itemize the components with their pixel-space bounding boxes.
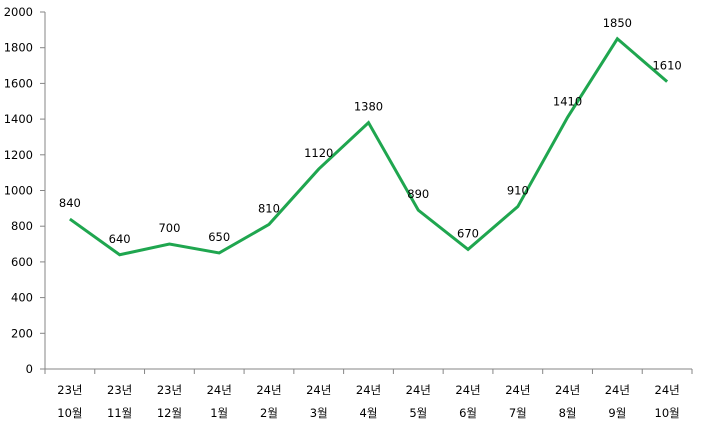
y-tick-label: 1400 <box>4 112 33 126</box>
x-tick-label-month: 4월 <box>360 406 378 420</box>
y-tick-label: 400 <box>11 291 33 305</box>
x-tick-label-month: 8월 <box>559 406 577 420</box>
data-label: 700 <box>158 221 180 235</box>
x-tick-label-year: 24년 <box>455 383 480 397</box>
data-label: 890 <box>407 187 429 201</box>
x-tick-label-year: 23년 <box>57 383 82 397</box>
x-tick-label-year: 24년 <box>505 383 530 397</box>
x-tick-label-year: 24년 <box>256 383 281 397</box>
y-tick-label: 2000 <box>4 5 33 19</box>
x-tick-label-year: 24년 <box>655 383 680 397</box>
x-tick-label-month: 10월 <box>57 406 82 420</box>
series-line <box>69 36 669 257</box>
x-tick-label-month: 2월 <box>260 406 278 420</box>
y-tick-label: 1800 <box>4 41 33 55</box>
y-tick-label: 0 <box>26 362 33 376</box>
data-label: 1120 <box>304 146 333 160</box>
data-label: 650 <box>208 230 230 244</box>
x-tick-label-month: 12월 <box>157 406 182 420</box>
y-tick-label: 200 <box>11 326 33 340</box>
data-label: 1850 <box>603 16 632 30</box>
x-tick-label-year: 24년 <box>356 383 381 397</box>
x-tick-label-year: 24년 <box>406 383 431 397</box>
x-tick-label-month: 11월 <box>107 406 132 420</box>
data-label: 1380 <box>354 100 383 114</box>
x-tick-label-year: 23년 <box>107 383 132 397</box>
y-axis: 0 200 400 600 800 1000 1200 1400 1600 1800 2000 <box>4 5 46 376</box>
x-tick-label-month: 7월 <box>509 406 527 420</box>
data-label: 640 <box>109 232 131 246</box>
x-tick-label-month: 5월 <box>409 406 427 420</box>
x-tick-label-month: 3월 <box>310 406 328 420</box>
x-tick-label-year: 24년 <box>306 383 331 397</box>
y-tick-label: 800 <box>11 219 33 233</box>
x-tick-label-year: 24년 <box>207 383 232 397</box>
data-label: 810 <box>258 201 280 215</box>
data-label: 670 <box>457 226 479 240</box>
y-tick-label: 1600 <box>4 76 33 90</box>
y-tick-label: 600 <box>11 255 33 269</box>
data-label: 1610 <box>652 59 681 73</box>
data-label: 840 <box>59 196 81 210</box>
x-tick-label-month: 1월 <box>210 406 228 420</box>
y-tick-label: 1000 <box>4 184 33 198</box>
x-tick-label-month: 10월 <box>655 406 680 420</box>
x-tick-label-year: 24년 <box>555 383 580 397</box>
data-series <box>69 36 669 257</box>
data-label: 1410 <box>553 94 582 108</box>
x-tick-label-month: 9월 <box>608 406 626 420</box>
x-tick-label-year: 24년 <box>605 383 630 397</box>
data-label: 910 <box>507 184 529 198</box>
data-labels: 840 640 700 650 810 1120 1380 890 670 910 1410 1850… <box>59 16 682 246</box>
y-tick-label: 1200 <box>4 148 33 162</box>
x-axis: 23년 10월 23년 11월 23년 12월 24년 1월 24년 2월 24년 3월 24년 4월 24… <box>44 368 693 420</box>
x-tick-label-year: 23년 <box>157 383 182 397</box>
x-tick-label-month: 6월 <box>459 406 477 420</box>
